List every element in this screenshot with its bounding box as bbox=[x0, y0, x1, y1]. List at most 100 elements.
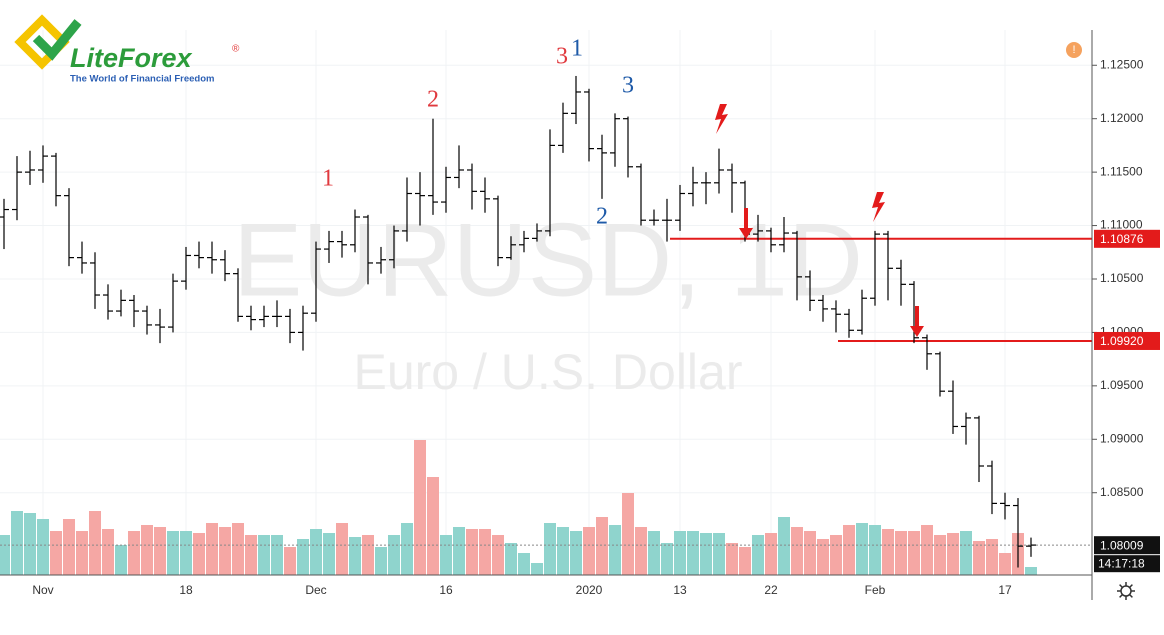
x-tick-label: 2020 bbox=[576, 583, 603, 597]
logo-mark: ® bbox=[232, 44, 240, 55]
level-label-box bbox=[1094, 229, 1160, 248]
level-label: 1.09920 bbox=[1100, 334, 1144, 348]
watermark-subtitle: Euro / U.S. Dollar bbox=[353, 344, 742, 400]
volume-bar bbox=[284, 547, 296, 575]
wave-label: 1 bbox=[322, 166, 334, 192]
volume-bar bbox=[0, 535, 10, 575]
volume-bar bbox=[466, 529, 478, 575]
volume-bar bbox=[544, 523, 556, 575]
volume-bar bbox=[518, 553, 530, 575]
volume-bar bbox=[37, 519, 49, 575]
volume-bar bbox=[817, 539, 829, 575]
volume-bar bbox=[583, 527, 595, 575]
volume-bar bbox=[947, 533, 959, 575]
alert-icon[interactable] bbox=[1066, 42, 1082, 58]
last-price-box bbox=[1094, 536, 1160, 555]
volume-bar bbox=[830, 535, 842, 575]
volume-bar bbox=[492, 535, 504, 575]
volume-bar bbox=[388, 535, 400, 575]
volume-bar bbox=[349, 537, 361, 575]
countdown-label: 14:17:18 bbox=[1098, 556, 1145, 570]
logo: LiteForex ® The World of Financial Freed… bbox=[14, 14, 240, 85]
x-tick-label: 22 bbox=[764, 583, 778, 597]
volume-bar bbox=[765, 533, 777, 575]
volume-bar bbox=[661, 543, 673, 575]
levels-layer bbox=[0, 237, 1092, 546]
volume-bar bbox=[297, 539, 309, 575]
volume-bar bbox=[102, 529, 114, 575]
arrow-down bbox=[739, 208, 753, 239]
wave-label: 2 bbox=[427, 87, 439, 113]
lightning-icon bbox=[715, 104, 728, 134]
volume-bar bbox=[505, 543, 517, 575]
volume-bar bbox=[89, 511, 101, 575]
arrow-down bbox=[910, 306, 924, 337]
volume-bar bbox=[167, 531, 179, 575]
y-tick-label: 1.11500 bbox=[1100, 164, 1143, 178]
volume-bar bbox=[726, 543, 738, 575]
volume-bar bbox=[206, 523, 218, 575]
wave-label: 2 bbox=[596, 204, 608, 230]
volume-bar bbox=[479, 529, 491, 575]
watermark: EURUSD, 1D bbox=[233, 202, 863, 318]
volume-bar bbox=[63, 519, 75, 575]
wave-label: 3 bbox=[622, 73, 634, 99]
volume-bar bbox=[258, 535, 270, 575]
x-tick-label: Nov bbox=[32, 583, 53, 597]
y-tick-label: 1.10500 bbox=[1100, 271, 1144, 285]
y-tick-label: 1.09500 bbox=[1100, 378, 1144, 392]
volume-bar bbox=[193, 533, 205, 575]
volume-bar bbox=[375, 547, 387, 575]
volume-bar bbox=[310, 529, 322, 575]
volume-bar bbox=[232, 523, 244, 575]
volume-bar bbox=[570, 531, 582, 575]
volume-bar bbox=[778, 517, 790, 575]
volume-bar bbox=[986, 539, 998, 575]
volume-bar bbox=[1025, 567, 1037, 575]
y-tick-label: 1.12000 bbox=[1100, 111, 1144, 125]
volume-layer bbox=[0, 440, 1037, 575]
volume-bar bbox=[180, 531, 192, 575]
volume-bar bbox=[271, 535, 283, 575]
volume-bar bbox=[596, 517, 608, 575]
volume-bar bbox=[700, 533, 712, 575]
volume-bar bbox=[609, 525, 621, 575]
x-tick-label: 17 bbox=[998, 583, 1012, 597]
volume-bar bbox=[804, 531, 816, 575]
volume-bar bbox=[973, 541, 985, 575]
wave-label: 3 bbox=[556, 44, 568, 70]
volume-bar bbox=[999, 553, 1011, 575]
volume-bar bbox=[115, 545, 127, 575]
annotations-layer: 123 132 bbox=[322, 36, 634, 230]
last-price-label: 1.08009 bbox=[1100, 538, 1144, 552]
y-tick-label: 1.11000 bbox=[1100, 218, 1143, 232]
volume-bar bbox=[24, 513, 36, 575]
y-tick-label: 1.08500 bbox=[1100, 485, 1144, 499]
volume-bar bbox=[154, 527, 166, 575]
volume-bar bbox=[50, 531, 62, 575]
volume-bar bbox=[427, 477, 439, 575]
volume-bar bbox=[895, 531, 907, 575]
alert-text[interactable]: ! bbox=[1072, 44, 1075, 56]
volume-bar bbox=[141, 525, 153, 575]
volume-bar bbox=[323, 533, 335, 575]
x-tick-label: 13 bbox=[673, 583, 687, 597]
x-tick-label: 16 bbox=[439, 583, 453, 597]
settings-icon[interactable] bbox=[1117, 582, 1135, 600]
x-tick-label: 18 bbox=[179, 583, 193, 597]
level-label: 1.10876 bbox=[1100, 232, 1144, 246]
countdown-box bbox=[1094, 555, 1160, 573]
volume-bar bbox=[11, 511, 23, 575]
x-tick-label: Dec bbox=[305, 583, 326, 597]
volume-bar bbox=[245, 535, 257, 575]
wave-label: 1 bbox=[571, 36, 583, 62]
volume-bar bbox=[856, 523, 868, 575]
price-layer bbox=[0, 75, 1036, 568]
volume-bar bbox=[453, 527, 465, 575]
volume-bar bbox=[219, 527, 231, 575]
x-tick-label: Feb bbox=[865, 583, 886, 597]
axes-layer: 1.085001.090001.095001.100001.105001.110… bbox=[32, 57, 1160, 597]
volume-bar bbox=[648, 531, 660, 575]
volume-bar bbox=[531, 563, 543, 575]
